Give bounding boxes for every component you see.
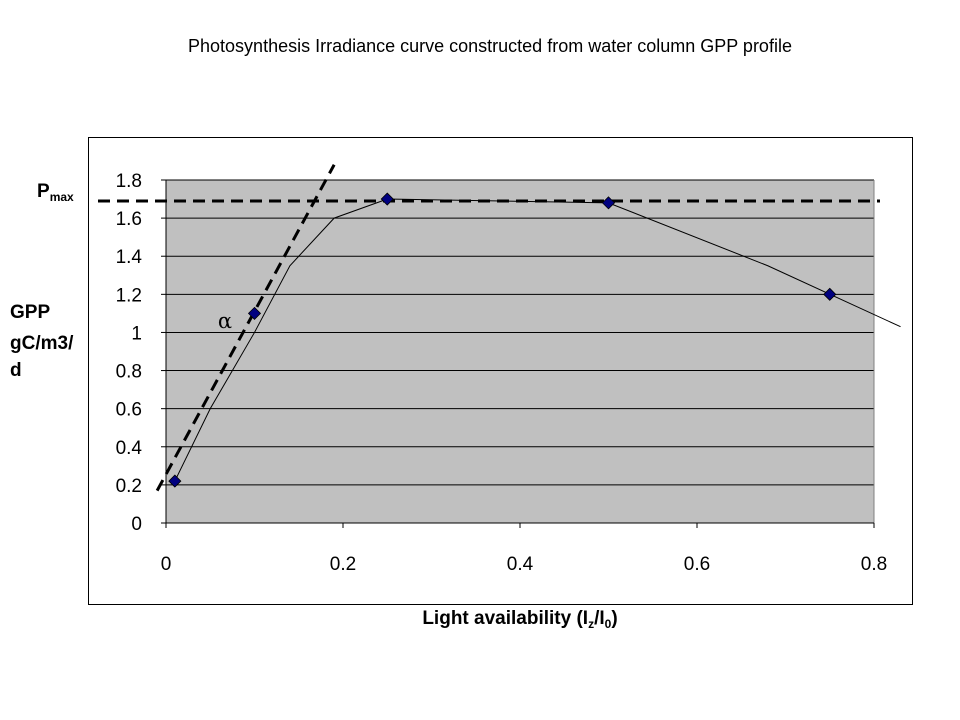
x-tick-label: 0.6 bbox=[684, 554, 710, 575]
y-axis-label-line-3: d bbox=[10, 360, 22, 381]
x-axis-label: Light availability (Iz/I0) bbox=[422, 608, 618, 631]
y-tick-label: 0.6 bbox=[116, 400, 142, 421]
y-axis-label-line-2: gC/m3/ bbox=[10, 333, 74, 354]
alpha-symbol: α bbox=[218, 309, 232, 333]
data-point-marker bbox=[380, 192, 394, 206]
pmax-label: Pmax bbox=[37, 181, 74, 204]
chart-title: Photosynthesis Irradiance curve construc… bbox=[188, 36, 792, 56]
plot-area bbox=[166, 180, 874, 523]
y-tick-label: 1 bbox=[131, 323, 142, 344]
y-tick-label: 0 bbox=[131, 514, 142, 535]
pmax-label-sub: max bbox=[49, 190, 74, 204]
x-tick-label: 0.4 bbox=[507, 554, 534, 575]
data-point-marker bbox=[247, 306, 262, 320]
x-tick-label: 0 bbox=[161, 554, 172, 575]
y-axis-label-line-1: GPP bbox=[10, 302, 51, 323]
y-tick-label: 0.2 bbox=[116, 476, 142, 497]
x-tick-label: 0.2 bbox=[330, 554, 356, 575]
y-tick-label: 0.8 bbox=[116, 362, 142, 383]
y-tick-label: 1.4 bbox=[116, 247, 143, 268]
alpha-slope-line bbox=[155, 164, 336, 492]
x-tick-label: 0.8 bbox=[861, 554, 887, 575]
data-point-marker bbox=[823, 287, 837, 301]
y-tick-label: 1.6 bbox=[116, 209, 142, 230]
data-point-marker bbox=[168, 474, 182, 488]
data-point-marker bbox=[601, 196, 616, 210]
y-tick-label: 1.2 bbox=[116, 285, 142, 306]
y-tick-label: 1.8 bbox=[116, 171, 142, 192]
chart-frame bbox=[88, 137, 913, 605]
fitted-curve bbox=[174, 198, 901, 482]
pmax-label-main: P bbox=[37, 181, 50, 202]
y-tick-label: 0.4 bbox=[116, 438, 143, 459]
